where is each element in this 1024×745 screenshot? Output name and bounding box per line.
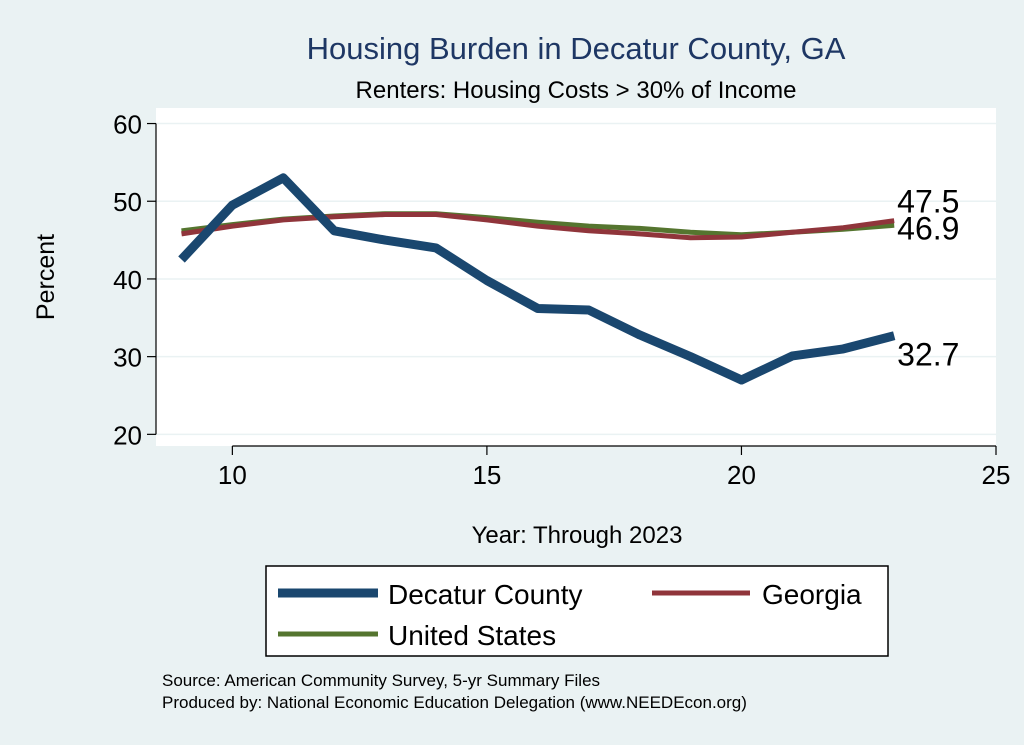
chart-subtitle: Renters: Housing Costs > 30% of Income	[356, 77, 797, 104]
x-tick-label-10: 10	[218, 460, 247, 490]
y-tick-label-50: 50	[113, 187, 142, 217]
y-tick-label-60: 60	[113, 110, 142, 140]
series-line-decatur-county	[178, 173, 896, 385]
axes	[147, 122, 997, 455]
end-value-labels: 32.7 47.546.9	[897, 184, 959, 373]
gridlines	[156, 122, 996, 436]
legend-label-united-states: United States	[388, 620, 556, 651]
legend-box	[265, 565, 889, 657]
chart-title: Housing Burden in Decatur County, GA	[307, 31, 846, 66]
x-tick-labels: 10 15 20 25	[218, 460, 1011, 490]
x-tick-label-25: 25	[982, 460, 1011, 490]
produced-by-note: Produced by: National Economic Education…	[162, 693, 747, 712]
y-tick-label-40: 40	[113, 265, 142, 295]
x-axis-label: Year: Through 2023	[472, 522, 683, 549]
series-lines	[178, 173, 896, 385]
legend-label-decatur-county: Decatur County	[388, 579, 583, 610]
x-tick-label-20: 20	[727, 460, 756, 490]
end-label-georgia: 47.5	[897, 184, 959, 220]
y-axis-label: Percent	[32, 234, 60, 320]
plot-area	[156, 108, 996, 446]
y-tick-labels: 20 30 40 50 60	[113, 110, 142, 451]
series-line-georgia	[181, 212, 895, 241]
end-label-decatur-county: 32.7	[897, 337, 959, 373]
y-tick-label-30: 30	[113, 343, 142, 373]
legend-label-georgia: Georgia	[762, 579, 862, 610]
end-label-united-states: 46.9	[897, 210, 959, 246]
y-tick-label-20: 20	[113, 420, 142, 450]
source-note: Source: American Community Survey, 5-yr …	[162, 671, 600, 690]
x-tick-label-15: 15	[472, 460, 501, 490]
legend: Decatur County Georgia United States	[265, 565, 889, 657]
